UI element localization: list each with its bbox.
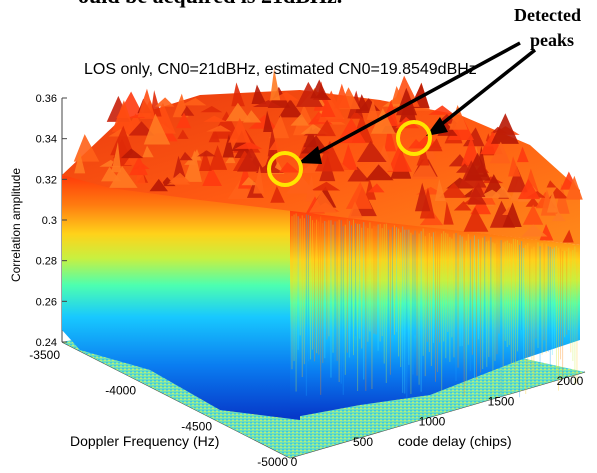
surface-streaks <box>291 213 578 399</box>
z-tick-label: 0.34 <box>36 134 57 146</box>
arrow-to-peak-1 <box>311 41 521 158</box>
y-axis-label: code delay (chips) <box>398 433 512 449</box>
z-tick-label: 0.36 <box>36 93 57 105</box>
arrowhead-peak-1 <box>298 146 322 164</box>
peak-marker-2 <box>396 120 432 156</box>
arrowhead-peak-2 <box>426 117 448 136</box>
x-tick-label: -3500 <box>29 348 60 362</box>
x-tick-label: -4500 <box>181 419 212 433</box>
z-tick-label: 0.26 <box>36 296 57 308</box>
z-tick-label: 0.3 <box>42 215 57 227</box>
caption-fragment: ould be acquired is 21dBHz. <box>78 0 342 8</box>
z-tick-label: 0.32 <box>36 174 57 186</box>
surface-walls <box>62 175 580 420</box>
y-tick-label: 500 <box>353 435 373 449</box>
annotation-line1: Detected <box>514 5 581 25</box>
chart-title: LOS only, CN0=21dBHz, estimated CN0=19.8… <box>84 61 477 78</box>
z-axis: 0.24 0.26 0.28 0.3 0.32 0.34 0.36 <box>36 93 67 349</box>
z-tick-label: 0.28 <box>36 256 57 268</box>
annotation-arrows <box>298 41 537 164</box>
x-axis-label: Doppler Frequency (Hz) <box>70 433 219 449</box>
z-tick-label: 0.24 <box>36 337 57 349</box>
x-axis: -3500 -4000 -4500 -5000 <box>29 348 288 469</box>
surface-peaks <box>73 68 583 243</box>
x-tick-label: -5000 <box>257 455 288 469</box>
z-axis-label: Correlation amplitude <box>9 168 23 282</box>
peak-marker-1 <box>267 151 303 187</box>
y-axis: 0 500 1000 1500 2000 <box>291 374 584 469</box>
annotation-line2: peaks <box>530 30 574 50</box>
arrow-to-peak-2 <box>436 48 537 129</box>
y-tick-label: 1500 <box>488 394 515 408</box>
y-tick-label: 0 <box>291 455 298 469</box>
x-tick-label: -4000 <box>105 384 136 398</box>
y-tick-label: 2000 <box>557 374 584 388</box>
y-tick-label: 1000 <box>419 415 446 429</box>
